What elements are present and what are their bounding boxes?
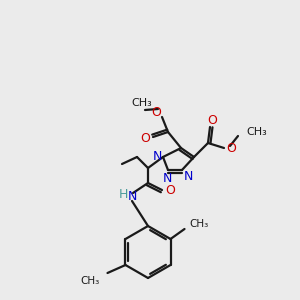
Text: N: N <box>127 190 137 202</box>
Text: CH₃: CH₃ <box>190 219 209 229</box>
Text: N: N <box>183 169 193 182</box>
Text: H: H <box>118 188 128 202</box>
Text: CH₃: CH₃ <box>80 276 100 286</box>
Text: O: O <box>207 113 217 127</box>
Text: O: O <box>165 184 175 197</box>
Text: O: O <box>140 133 150 146</box>
Text: N: N <box>152 151 162 164</box>
Text: O: O <box>151 106 161 118</box>
Text: CH₃: CH₃ <box>132 98 152 108</box>
Text: O: O <box>226 142 236 155</box>
Text: CH₃: CH₃ <box>246 127 267 137</box>
Text: N: N <box>162 172 172 184</box>
